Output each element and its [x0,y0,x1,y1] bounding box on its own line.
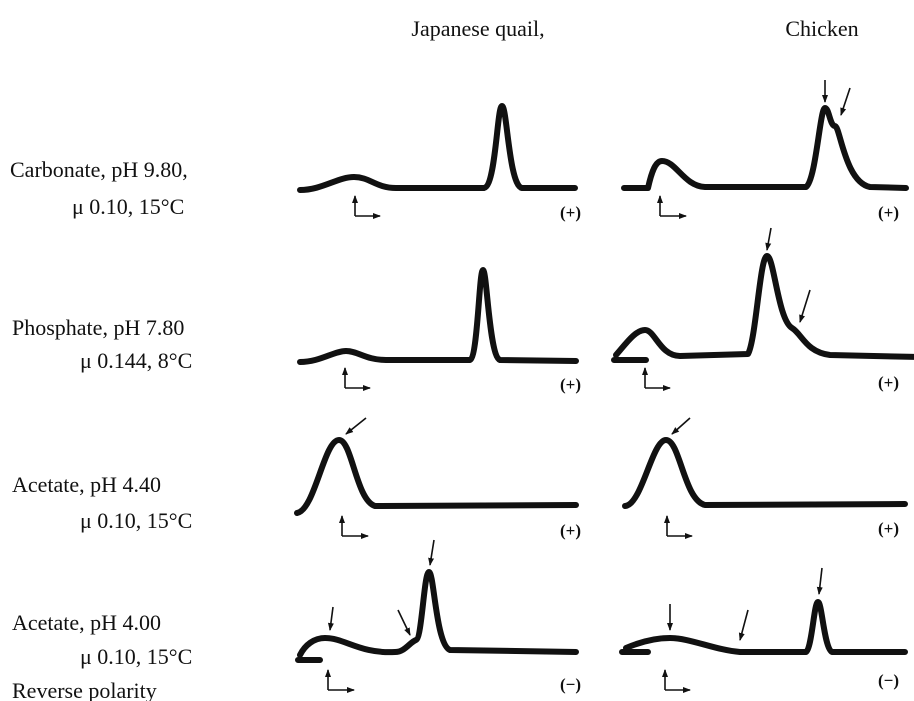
row-label: μ 0.10, 15°C [80,508,192,533]
row-label: Acetate, pH 4.40 [12,472,161,497]
row-label: Reverse polarity [12,678,157,701]
trace [300,270,576,362]
row-label: μ 0.10, 15°C [80,644,192,669]
trace [297,440,576,513]
trace [624,108,906,188]
row-label: μ 0.144, 8°C [80,348,192,373]
polarity: (+) [560,203,581,222]
row-label: Acetate, pH 4.00 [12,610,161,635]
trace [298,572,576,660]
trace [300,106,575,190]
trace [614,256,914,360]
row-label: Carbonate, pH 9.80, [10,157,188,182]
polarity: (+) [878,373,899,392]
column-header: Japanese quail, [411,16,544,41]
polarity: (−) [560,675,581,694]
polarity: (+) [878,519,899,538]
polarity: (−) [878,671,899,690]
column-header: Chicken [785,16,858,41]
figure: Japanese quail, Chicken Carbonate, pH 9.… [0,0,914,701]
arrows [328,80,850,690]
row-label: μ 0.10, 15°C [72,194,184,219]
row-label: Phosphate, pH 7.80 [12,315,184,340]
polarity: (+) [560,375,581,394]
polarity: (+) [560,521,581,540]
trace [625,440,905,506]
polarity: (+) [878,203,899,222]
trace [622,602,905,652]
